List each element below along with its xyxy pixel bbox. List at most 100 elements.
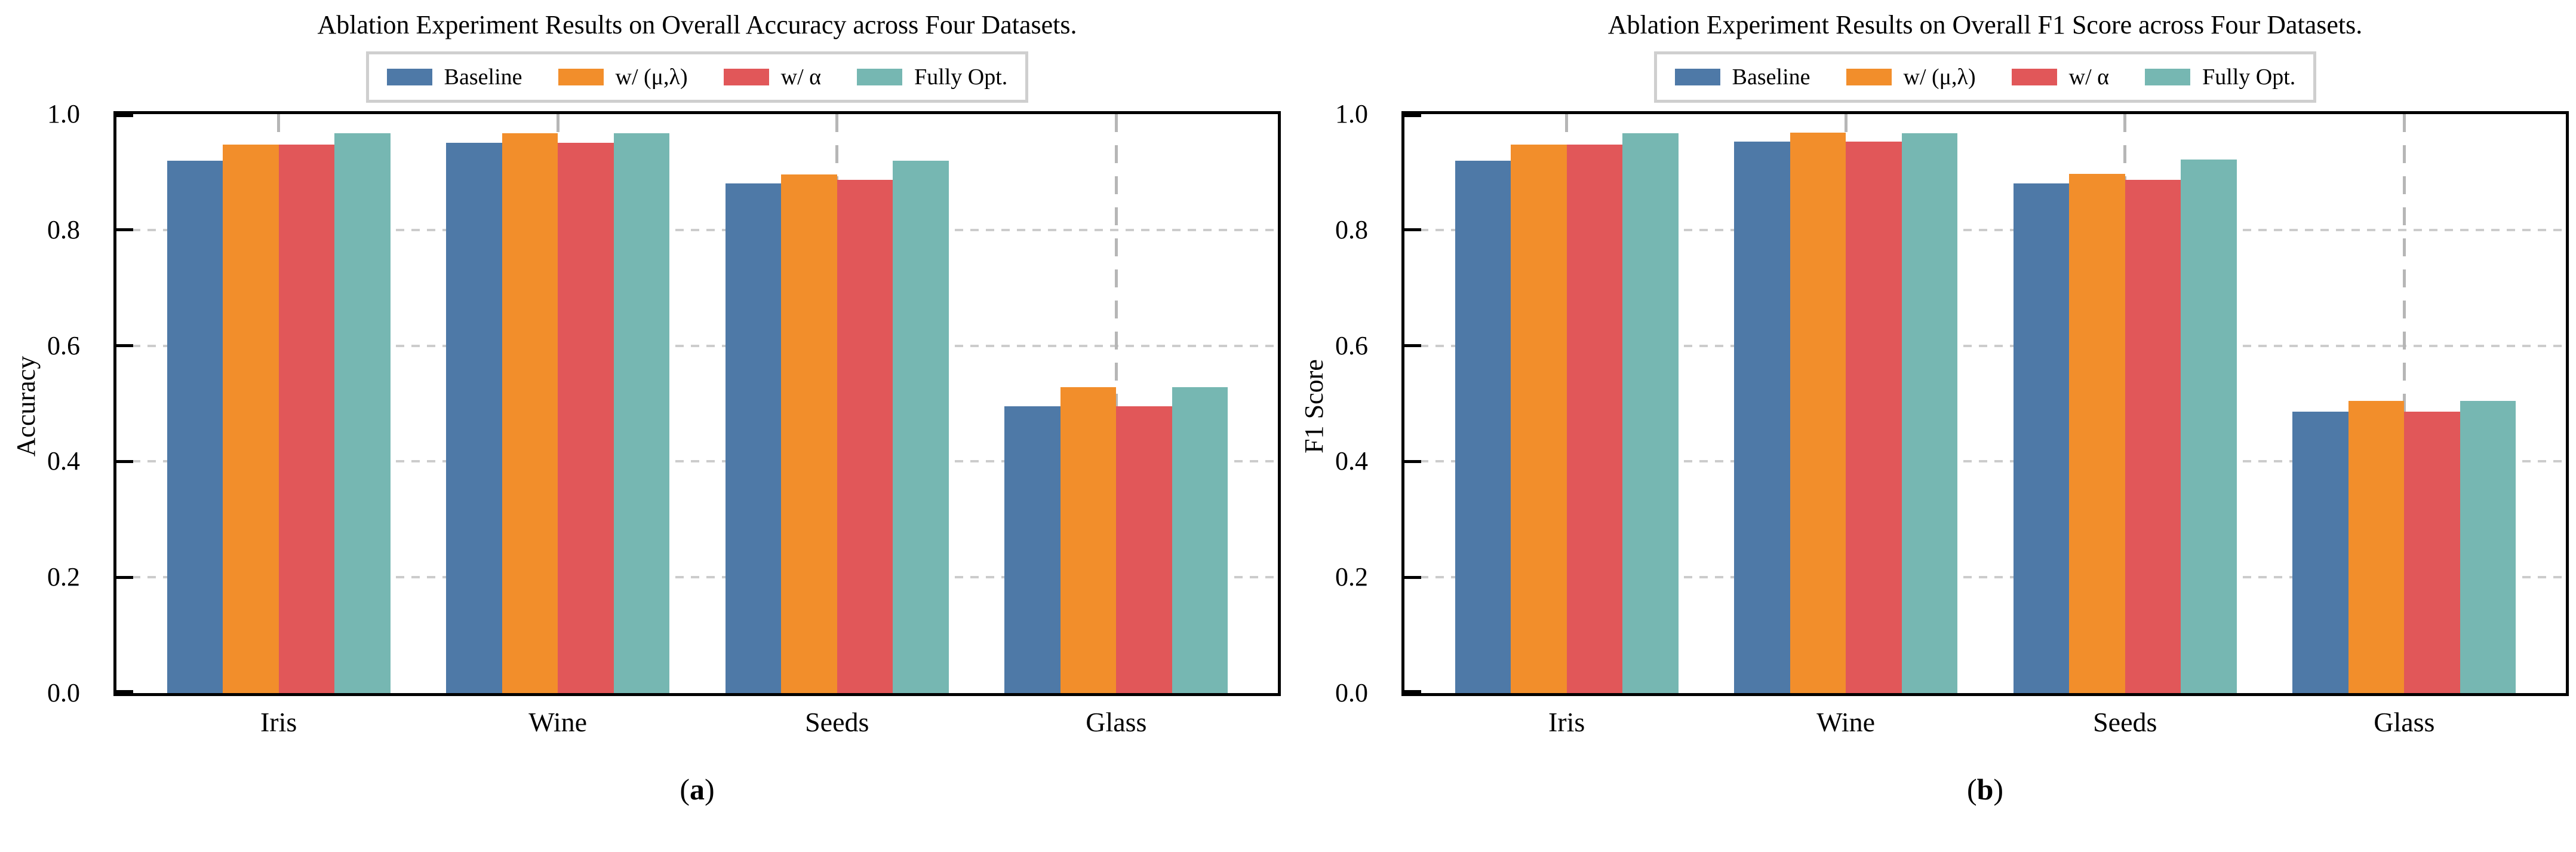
caption-letter: a — [690, 773, 705, 806]
bar-glass-fully-opt — [1172, 387, 1228, 693]
horizontal-gridline — [1404, 460, 2566, 463]
bar-glass-w — [1116, 406, 1172, 693]
legend-swatch-icon — [723, 69, 769, 85]
bar-group-wine — [446, 133, 670, 693]
bar-wine-fully-opt — [613, 133, 670, 693]
legend-label: Fully Opt. — [914, 65, 1008, 90]
bar-wine-fully-opt — [1901, 133, 1958, 693]
y-tick-label: 1.0 — [47, 99, 80, 128]
bar-seeds-fully-opt — [893, 160, 949, 693]
bar-iris-baseline — [1455, 160, 1511, 693]
y-tick-mark — [1404, 228, 1421, 232]
legend-item-fully-opt: Fully Opt. — [857, 64, 1007, 90]
plot-area — [113, 111, 1281, 696]
legend-label: w/ α — [2068, 65, 2110, 90]
bar-glass-baseline — [2292, 412, 2348, 693]
bar-group-glass — [2292, 400, 2516, 693]
legend-label: Fully Opt. — [2202, 65, 2296, 90]
bar-seeds-w — [2125, 179, 2181, 693]
bar-seeds-w — [837, 180, 893, 693]
legend-swatch-icon — [1846, 69, 1892, 85]
bar-iris-w — [1511, 145, 1567, 693]
legend-item-w: w/ α — [723, 64, 822, 90]
horizontal-gridline — [116, 460, 1278, 463]
legend-swatch-icon — [1674, 69, 1720, 85]
legend-label: w/ (μ,λ) — [1903, 65, 1976, 90]
y-tick-label: 0.8 — [1335, 214, 1368, 244]
y-axis-label: Accuracy — [11, 355, 41, 457]
bar-glass-baseline — [1004, 406, 1060, 693]
y-axis-tick-labels: 0.0 0.2 0.4 0.6 0.8 1.0 — [1288, 101, 1384, 706]
x-tick-label-seeds: Seeds — [2093, 707, 2157, 737]
y-tick-label: 0.2 — [1335, 562, 1368, 592]
bar-iris-fully-opt — [1622, 133, 1679, 693]
bar-iris-baseline — [167, 160, 223, 693]
bar-group-seeds — [725, 160, 949, 693]
horizontal-gridline — [1404, 576, 2566, 579]
x-tick-label-wine: Wine — [1816, 707, 1876, 737]
bar-group-seeds — [2013, 159, 2237, 693]
legend-swatch-icon — [857, 69, 903, 85]
caption-paren-close: ) — [705, 773, 715, 806]
y-tick-mark — [1404, 575, 1421, 579]
y-tick-label: 0.6 — [47, 330, 80, 360]
bar-iris-w — [223, 145, 279, 693]
bar-seeds-fully-opt — [2181, 159, 2237, 693]
bar-iris-fully-opt — [334, 133, 391, 693]
chart-title: Ablation Experiment Results on Overall F… — [1607, 10, 2363, 39]
legend-item-w: w/ α — [2011, 64, 2110, 90]
bar-glass-fully-opt — [2460, 400, 2516, 693]
legend-item-baseline: Baseline — [386, 64, 522, 90]
horizontal-gridline — [1404, 344, 2566, 347]
legend: Baseline w/ (μ,λ) w/ α Fully Opt. — [1401, 51, 2569, 103]
y-tick-mark — [116, 459, 133, 463]
y-axis-label: F1 Score — [1299, 359, 1329, 453]
bar-wine-baseline — [446, 143, 502, 693]
legend-box: Baseline w/ (μ,λ) w/ α Fully Opt. — [365, 51, 1029, 103]
horizontal-gridline — [1404, 228, 2566, 231]
caption-letter: b — [1976, 773, 1994, 806]
x-tick-label-iris: Iris — [1548, 707, 1585, 737]
bar-wine-w — [1846, 141, 1902, 693]
legend-swatch-icon — [558, 69, 604, 85]
subfigure-caption: (b) — [1401, 772, 2569, 807]
x-tick-label-glass: Glass — [1086, 707, 1147, 737]
bar-group-iris — [1455, 133, 1679, 693]
bar-glass-w — [1060, 387, 1117, 693]
y-tick-mark — [1404, 344, 1421, 348]
y-tick-label: 0.0 — [1335, 678, 1368, 707]
x-tick-label-iris: Iris — [260, 707, 297, 737]
bar-wine-w — [502, 133, 558, 693]
y-tick-label: 1.0 — [1335, 99, 1368, 128]
bar-seeds-baseline — [2013, 183, 2070, 693]
y-tick-label: 0.8 — [47, 214, 80, 244]
legend-item-baseline: Baseline — [1674, 64, 1810, 90]
legend-item-fully-opt: Fully Opt. — [2145, 64, 2295, 90]
y-tick-mark — [116, 575, 133, 579]
plot-area — [1401, 111, 2569, 696]
y-tick-label: 0.2 — [47, 562, 80, 592]
y-tick-mark — [1404, 690, 1421, 693]
y-tick-label: 0.6 — [1335, 330, 1368, 360]
legend-swatch-icon — [386, 69, 432, 85]
bar-wine-baseline — [1734, 141, 1790, 693]
caption-paren-close: ) — [1993, 773, 2004, 806]
horizontal-gridline — [116, 228, 1278, 231]
y-tick-label: 0.0 — [47, 678, 80, 707]
legend-label: Baseline — [444, 65, 522, 90]
f1-score-chart-panel: Ablation Experiment Results on Overall F… — [1288, 0, 2576, 852]
bar-group-glass — [1004, 387, 1228, 693]
bar-iris-w — [278, 145, 335, 693]
subfigure-caption: (a) — [113, 772, 1281, 807]
x-tick-label-seeds: Seeds — [805, 707, 869, 737]
legend-item-w: w/ (μ,λ) — [558, 64, 688, 90]
bar-group-wine — [1734, 133, 1958, 693]
legend-swatch-icon — [2011, 69, 2057, 85]
legend-label: Baseline — [1732, 65, 1810, 90]
legend-label: w/ α — [780, 65, 822, 90]
y-tick-mark — [116, 114, 133, 117]
bar-iris-w — [1566, 145, 1623, 693]
legend-item-w: w/ (μ,λ) — [1846, 64, 1976, 90]
bar-seeds-w — [781, 174, 837, 693]
legend-box: Baseline w/ (μ,λ) w/ α Fully Opt. — [1653, 51, 2317, 103]
